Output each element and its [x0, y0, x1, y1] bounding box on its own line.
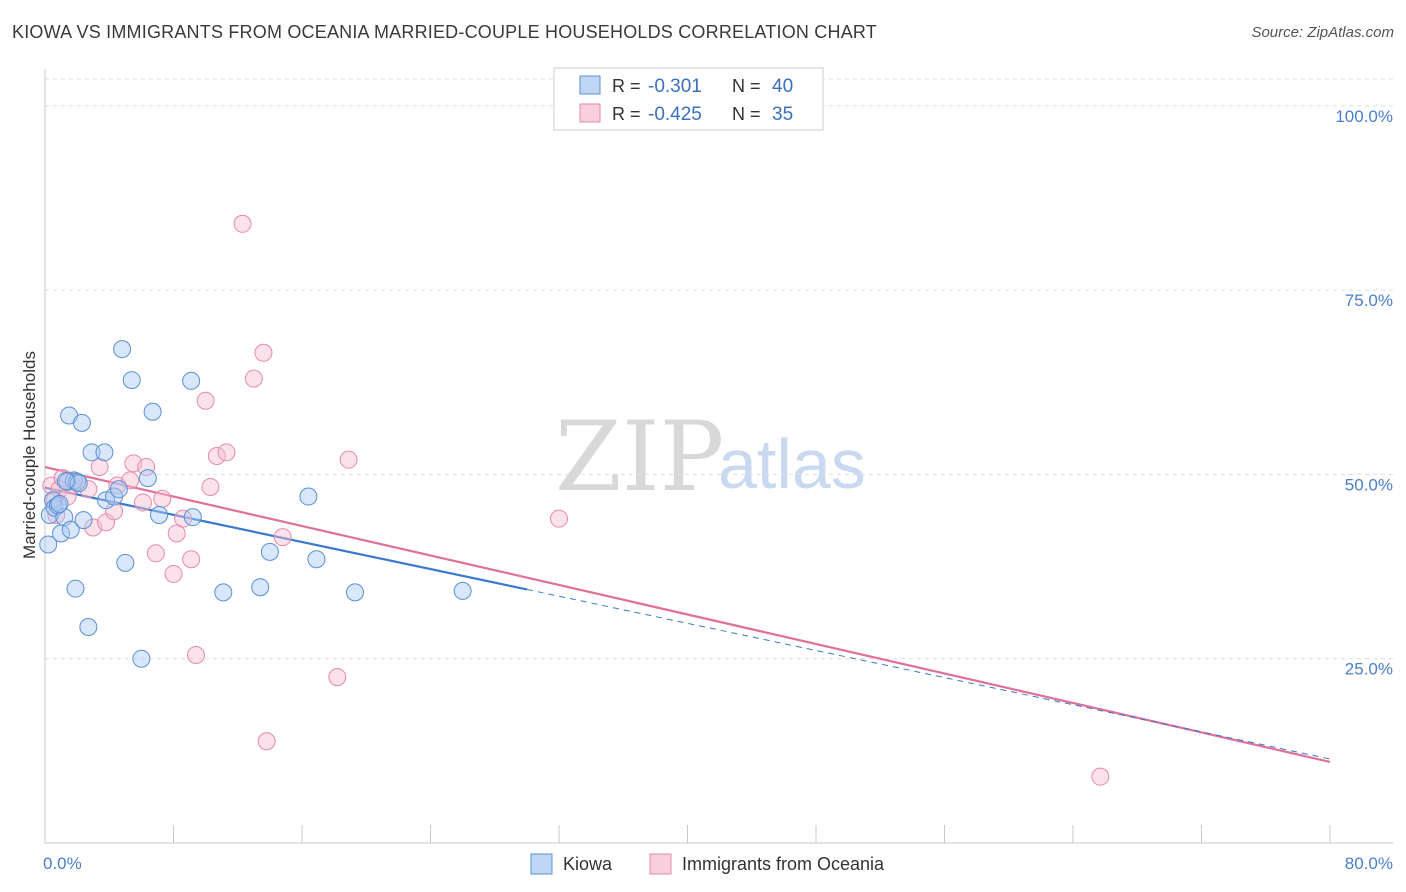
data-point-oceania — [207, 447, 226, 465]
data-point-kiowa — [79, 618, 98, 637]
legend-n-label-kiowa: N = — [732, 76, 761, 96]
legend-r-value-kiowa: -0.301 — [648, 76, 702, 97]
data-point-kiowa — [45, 498, 64, 517]
legend-n-label-oceania: N = — [732, 104, 761, 124]
data-point-kiowa — [58, 472, 77, 491]
legend-r-value-oceania: -0.425 — [648, 104, 702, 125]
data-point-oceania — [174, 509, 193, 528]
trend-line-oceania — [44, 465, 1331, 763]
source-credit: Source: ZipAtlas.com — [1251, 24, 1394, 41]
watermark: ZIP atlas — [555, 401, 866, 513]
data-point-oceania — [53, 469, 72, 488]
data-point-oceania — [201, 477, 220, 496]
legend-swatch-kiowa — [579, 75, 601, 95]
watermark-zip: ZIP — [555, 401, 724, 513]
data-point-oceania — [90, 458, 109, 477]
trend-line-kiowa — [44, 486, 528, 591]
data-point-oceania — [182, 550, 201, 569]
data-point-oceania — [257, 732, 276, 751]
data-point-oceania — [550, 509, 568, 528]
data-point-kiowa — [150, 505, 169, 524]
data-point-kiowa — [346, 583, 365, 602]
series-legend: Kiowa Immigrants from Oceania — [530, 853, 885, 875]
trend-line-kiowa-extension — [526, 588, 1331, 760]
data-point-oceania — [273, 528, 292, 547]
data-point-kiowa — [109, 480, 128, 499]
data-point-kiowa — [182, 371, 201, 390]
data-point-kiowa — [143, 402, 162, 421]
data-point-oceania — [146, 544, 165, 563]
data-point-kiowa — [50, 494, 69, 513]
series-legend-label-kiowa: Kiowa — [563, 854, 613, 874]
y-tick-label: 75.0% — [1345, 291, 1393, 310]
y-tick-label: 50.0% — [1345, 475, 1393, 494]
data-point-kiowa — [299, 487, 318, 506]
data-point-kiowa — [453, 581, 472, 600]
data-point-kiowa — [138, 469, 157, 488]
data-point-oceania — [254, 343, 273, 362]
data-point-oceania — [79, 480, 98, 499]
data-point-kiowa — [82, 443, 101, 462]
data-point-oceania — [244, 369, 263, 388]
data-point-kiowa — [113, 340, 132, 359]
data-point-oceania — [328, 668, 347, 687]
data-point-kiowa — [66, 579, 85, 598]
legend-r-label-oceania: R = — [612, 104, 641, 124]
stats-legend: R = -0.301 N = 40 R = -0.425 N = 35 — [553, 67, 824, 131]
legend-r-label-kiowa: R = — [612, 76, 641, 96]
data-point-kiowa — [39, 535, 58, 554]
data-point-oceania — [217, 443, 236, 462]
data-point-oceania — [153, 489, 172, 508]
x-tick-labels: 0.0% 80.0% — [43, 854, 1393, 873]
data-point-oceania — [233, 214, 252, 233]
data-point-kiowa — [74, 511, 93, 530]
trend-lines — [44, 465, 1331, 763]
data-point-kiowa — [61, 520, 80, 539]
x-tick-label: 80.0% — [1345, 854, 1393, 873]
y-tick-label: 100.0% — [1335, 107, 1393, 126]
series-legend-swatch-kiowa — [530, 853, 553, 875]
gridlines — [45, 78, 1393, 660]
data-point-oceania — [133, 493, 152, 512]
y-axis-label: Married-couple Households — [20, 351, 39, 559]
y-tick-label: 25.0% — [1345, 660, 1393, 679]
data-point-kiowa — [95, 443, 114, 462]
data-point-kiowa — [132, 649, 151, 668]
data-point-oceania — [196, 391, 215, 410]
axes — [44, 69, 1393, 844]
data-point-kiowa — [72, 413, 91, 432]
legend-n-value-kiowa: 40 — [772, 76, 793, 97]
data-points — [39, 214, 1110, 786]
series-legend-label-oceania: Immigrants from Oceania — [682, 854, 885, 874]
data-point-kiowa — [56, 472, 75, 491]
legend-n-value-oceania: 35 — [772, 104, 793, 125]
series-legend-swatch-oceania — [649, 853, 672, 875]
x-tick-label: 0.0% — [43, 854, 82, 873]
data-point-kiowa — [251, 578, 270, 597]
y-tick-labels: 25.0% 50.0% 75.0% 100.0% — [1335, 107, 1393, 679]
data-point-kiowa — [122, 371, 141, 390]
data-point-oceania — [1091, 767, 1110, 786]
data-point-kiowa — [260, 542, 279, 561]
chart-title: KIOWA VS IMMIGRANTS FROM OCEANIA MARRIED… — [12, 22, 877, 42]
data-point-oceania — [339, 450, 358, 469]
data-point-kiowa — [116, 553, 135, 572]
data-point-kiowa — [307, 550, 326, 569]
watermark-atlas: atlas — [718, 425, 866, 503]
legend-swatch-oceania — [579, 103, 601, 123]
data-point-kiowa — [214, 583, 233, 602]
data-point-oceania — [186, 646, 205, 665]
data-point-oceania — [164, 564, 183, 583]
data-point-kiowa — [183, 508, 202, 527]
